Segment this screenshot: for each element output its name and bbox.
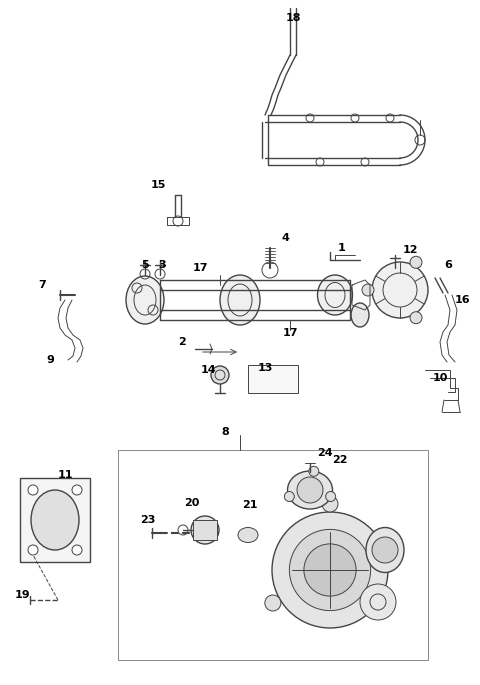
Circle shape bbox=[372, 262, 428, 318]
Circle shape bbox=[72, 485, 82, 495]
Circle shape bbox=[28, 545, 38, 555]
Ellipse shape bbox=[31, 490, 79, 550]
Text: 24: 24 bbox=[317, 448, 333, 458]
Ellipse shape bbox=[288, 471, 333, 509]
Text: 12: 12 bbox=[402, 245, 418, 255]
Text: 7: 7 bbox=[38, 280, 46, 290]
Text: 3: 3 bbox=[158, 260, 166, 270]
Text: 19: 19 bbox=[14, 590, 30, 600]
Text: 22: 22 bbox=[332, 455, 348, 465]
Circle shape bbox=[284, 492, 294, 501]
Ellipse shape bbox=[366, 527, 404, 573]
Circle shape bbox=[372, 537, 398, 563]
Circle shape bbox=[211, 366, 229, 384]
Circle shape bbox=[309, 466, 319, 476]
Text: 18: 18 bbox=[285, 13, 301, 23]
Circle shape bbox=[362, 284, 374, 296]
Text: 8: 8 bbox=[221, 427, 229, 437]
Text: 14: 14 bbox=[200, 365, 216, 375]
Circle shape bbox=[265, 595, 281, 611]
Ellipse shape bbox=[220, 275, 260, 325]
Bar bbox=[248, 365, 298, 393]
Circle shape bbox=[28, 485, 38, 495]
Text: 13: 13 bbox=[257, 363, 273, 373]
Circle shape bbox=[72, 545, 82, 555]
Text: 16: 16 bbox=[454, 295, 470, 305]
Text: 6: 6 bbox=[444, 260, 452, 270]
Text: 5: 5 bbox=[141, 260, 149, 270]
Circle shape bbox=[272, 512, 388, 628]
Circle shape bbox=[191, 516, 219, 544]
Text: 17: 17 bbox=[282, 328, 298, 338]
Ellipse shape bbox=[238, 527, 258, 543]
Circle shape bbox=[325, 492, 336, 501]
Circle shape bbox=[379, 595, 395, 611]
Text: 1: 1 bbox=[338, 243, 346, 253]
Text: 21: 21 bbox=[242, 500, 258, 510]
Bar bbox=[193, 520, 217, 540]
Ellipse shape bbox=[351, 303, 369, 327]
Ellipse shape bbox=[126, 276, 164, 324]
Text: 4: 4 bbox=[281, 233, 289, 243]
Text: 23: 23 bbox=[140, 515, 156, 525]
Text: 11: 11 bbox=[57, 470, 73, 480]
Text: 15: 15 bbox=[150, 180, 166, 190]
Circle shape bbox=[304, 544, 356, 596]
Circle shape bbox=[322, 496, 338, 512]
Text: 2: 2 bbox=[178, 337, 186, 347]
Text: 20: 20 bbox=[184, 498, 200, 508]
Bar bbox=[20, 478, 90, 562]
Bar bbox=[118, 450, 428, 660]
Circle shape bbox=[289, 530, 371, 610]
Text: 9: 9 bbox=[46, 355, 54, 365]
Circle shape bbox=[410, 256, 422, 269]
Circle shape bbox=[410, 312, 422, 324]
Text: 17: 17 bbox=[192, 263, 208, 273]
Circle shape bbox=[297, 477, 323, 503]
Text: 10: 10 bbox=[432, 373, 448, 383]
Circle shape bbox=[360, 584, 396, 620]
Ellipse shape bbox=[317, 275, 352, 315]
